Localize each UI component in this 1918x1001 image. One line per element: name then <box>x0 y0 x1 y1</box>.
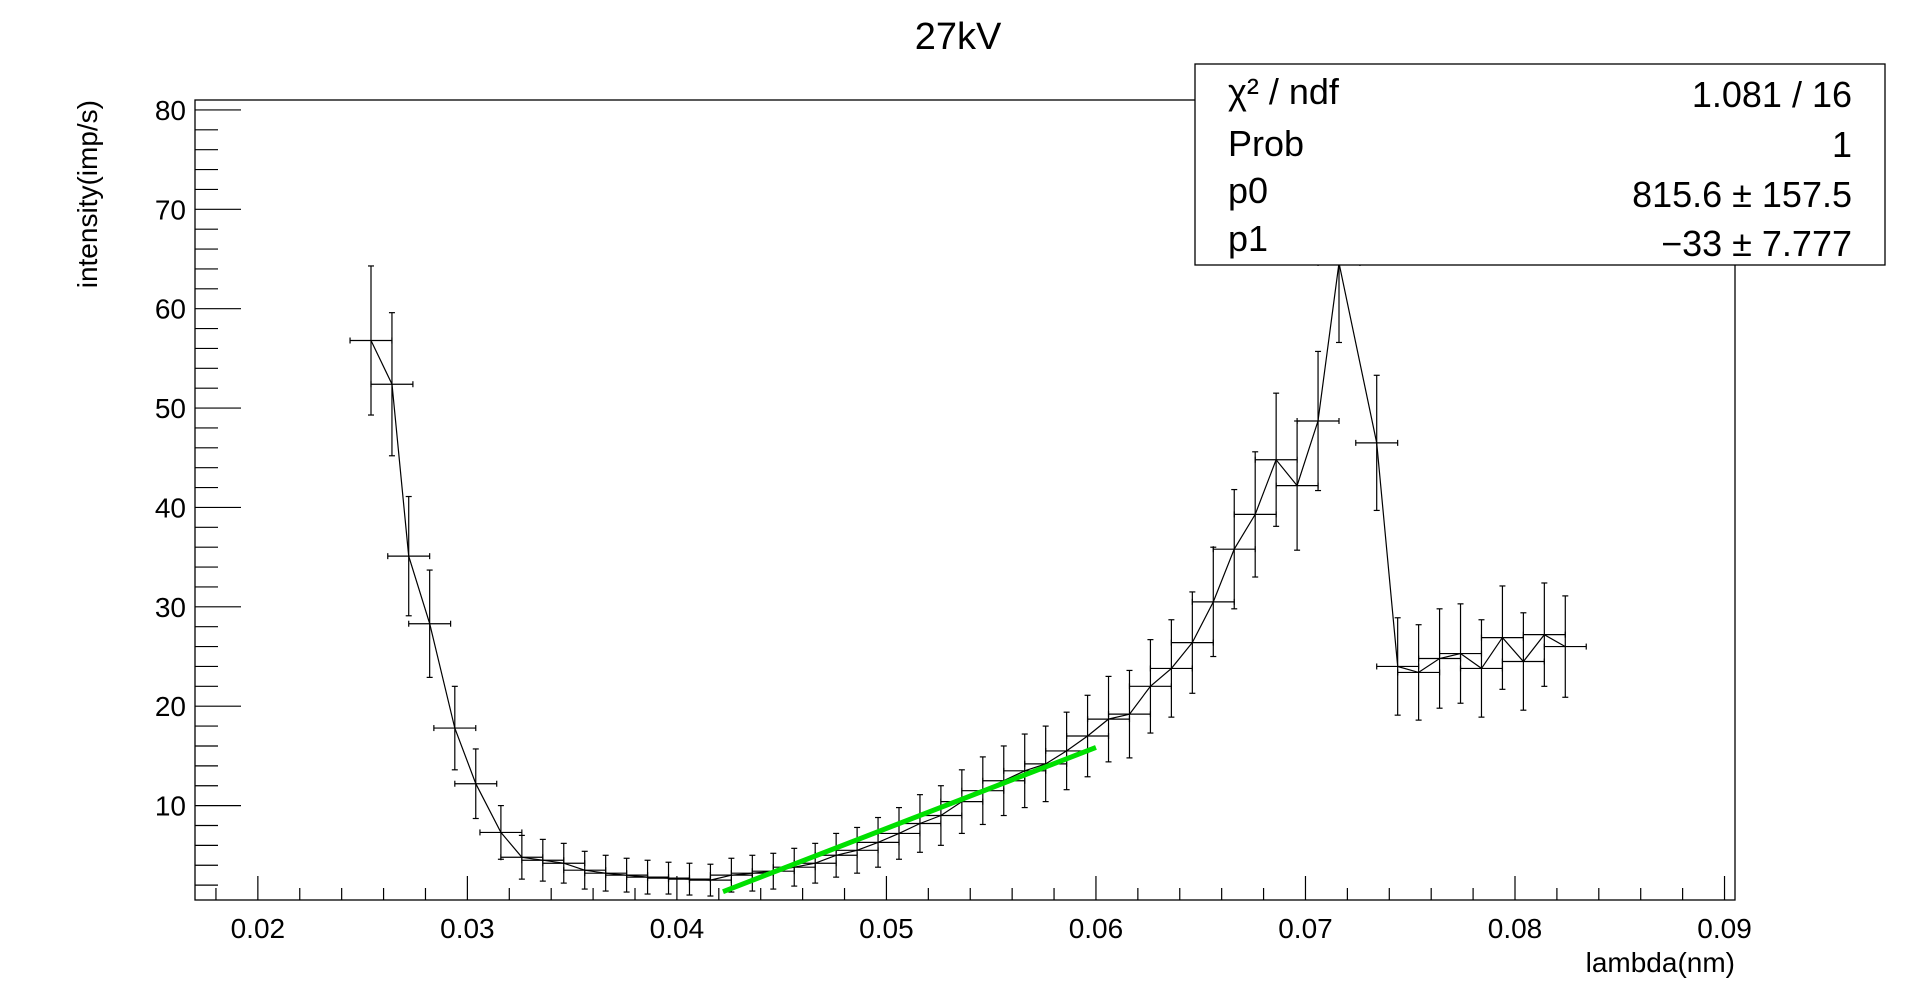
y-tick-label: 60 <box>155 294 186 325</box>
data-connecting-line <box>370 262 1566 881</box>
data-point <box>1149 619 1193 718</box>
y-axis-label: intensity(imp/s) <box>72 100 103 288</box>
data-point <box>1066 694 1110 778</box>
data-point <box>1296 350 1340 492</box>
plot-frame <box>194 99 1736 901</box>
data-point <box>542 842 586 884</box>
x-tick-label: 0.05 <box>859 913 914 944</box>
stats-p1-value: −33 ± 7.777 <box>1661 223 1852 264</box>
stats-chi2-label: χ² / ndf <box>1228 71 1340 112</box>
data-point <box>1233 451 1277 578</box>
stats-p0-label: p0 <box>1228 170 1268 211</box>
data-point <box>479 804 523 860</box>
y-tick-label: 50 <box>155 393 186 424</box>
y-tick-label: 70 <box>155 194 186 225</box>
data-point <box>349 265 393 416</box>
y-axis: 10 20 30 40 50 60 70 80 <box>155 95 241 886</box>
data-layer <box>349 182 1587 897</box>
stats-prob-value: 1 <box>1832 124 1852 165</box>
chart-title: 27kV <box>915 16 1002 58</box>
x-axis-label: lambda(nm) <box>1586 947 1735 978</box>
data-point <box>1543 595 1587 698</box>
data-point <box>1355 374 1399 512</box>
fit-line <box>722 745 1097 894</box>
data-point <box>1170 591 1214 694</box>
stats-box-frame <box>1194 63 1886 266</box>
y-tick-label: 80 <box>155 95 186 126</box>
stats-box: χ² / ndf 1.081 / 16 Prob 1 p0 815.6 ± 15… <box>1194 63 1886 266</box>
data-point <box>1376 617 1420 716</box>
data-point <box>1480 585 1524 690</box>
data-point <box>1397 624 1441 721</box>
data-point <box>1128 639 1172 734</box>
x-tick-label: 0.04 <box>650 913 705 944</box>
stats-prob-label: Prob <box>1228 123 1304 164</box>
stats-chi2-value: 1.081 / 16 <box>1692 74 1852 115</box>
data-point <box>408 569 452 678</box>
x-tick-label: 0.03 <box>440 913 495 944</box>
y-tick-label: 10 <box>155 791 186 822</box>
data-point <box>387 495 431 617</box>
x-tick-label: 0.02 <box>231 913 286 944</box>
data-point <box>1418 608 1462 709</box>
x-tick-label: 0.08 <box>1488 913 1543 944</box>
y-tick-label: 30 <box>155 592 186 623</box>
x-axis: 0.02 0.03 0.04 0.05 0.06 0.07 0.08 0.09 <box>215 876 1752 944</box>
x-tick-label: 0.06 <box>1069 913 1124 944</box>
data-point <box>1212 488 1256 610</box>
data-point <box>433 685 477 771</box>
stats-p0-value: 815.6 ± 157.5 <box>1632 174 1852 215</box>
x-tick-label: 0.09 <box>1697 913 1752 944</box>
data-point <box>370 312 414 457</box>
data-point <box>1459 619 1504 718</box>
x-tick-label: 0.07 <box>1278 913 1333 944</box>
data-point <box>1522 582 1566 687</box>
data-point <box>1086 675 1131 763</box>
y-tick-label: 20 <box>155 691 186 722</box>
data-point <box>1254 392 1298 527</box>
stats-p1-label: p1 <box>1228 218 1268 259</box>
data-point <box>1438 603 1483 704</box>
y-tick-label: 40 <box>155 492 186 523</box>
data-point <box>454 748 498 820</box>
data-point <box>1501 612 1545 711</box>
